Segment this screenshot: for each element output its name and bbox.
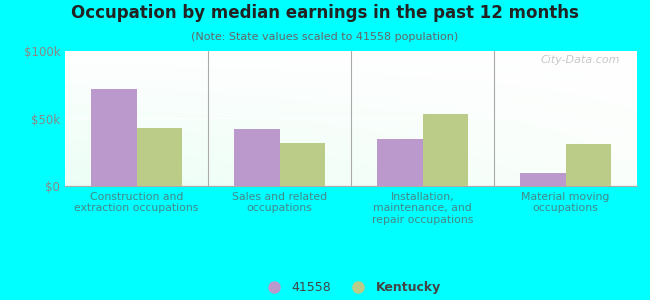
Legend: 41558, Kentucky: 41558, Kentucky [256, 276, 446, 299]
Bar [136, 128, 182, 186]
Bar [234, 129, 280, 186]
Bar [422, 114, 468, 186]
Bar [377, 139, 423, 186]
Text: City-Data.com: City-Data.com [540, 55, 620, 65]
Text: Occupation by median earnings in the past 12 months: Occupation by median earnings in the pas… [71, 4, 579, 22]
Bar [566, 144, 611, 186]
Text: (Note: State values scaled to 41558 population): (Note: State values scaled to 41558 popu… [191, 32, 459, 41]
Bar [91, 89, 136, 186]
Bar [280, 143, 325, 186]
Bar [520, 172, 566, 186]
